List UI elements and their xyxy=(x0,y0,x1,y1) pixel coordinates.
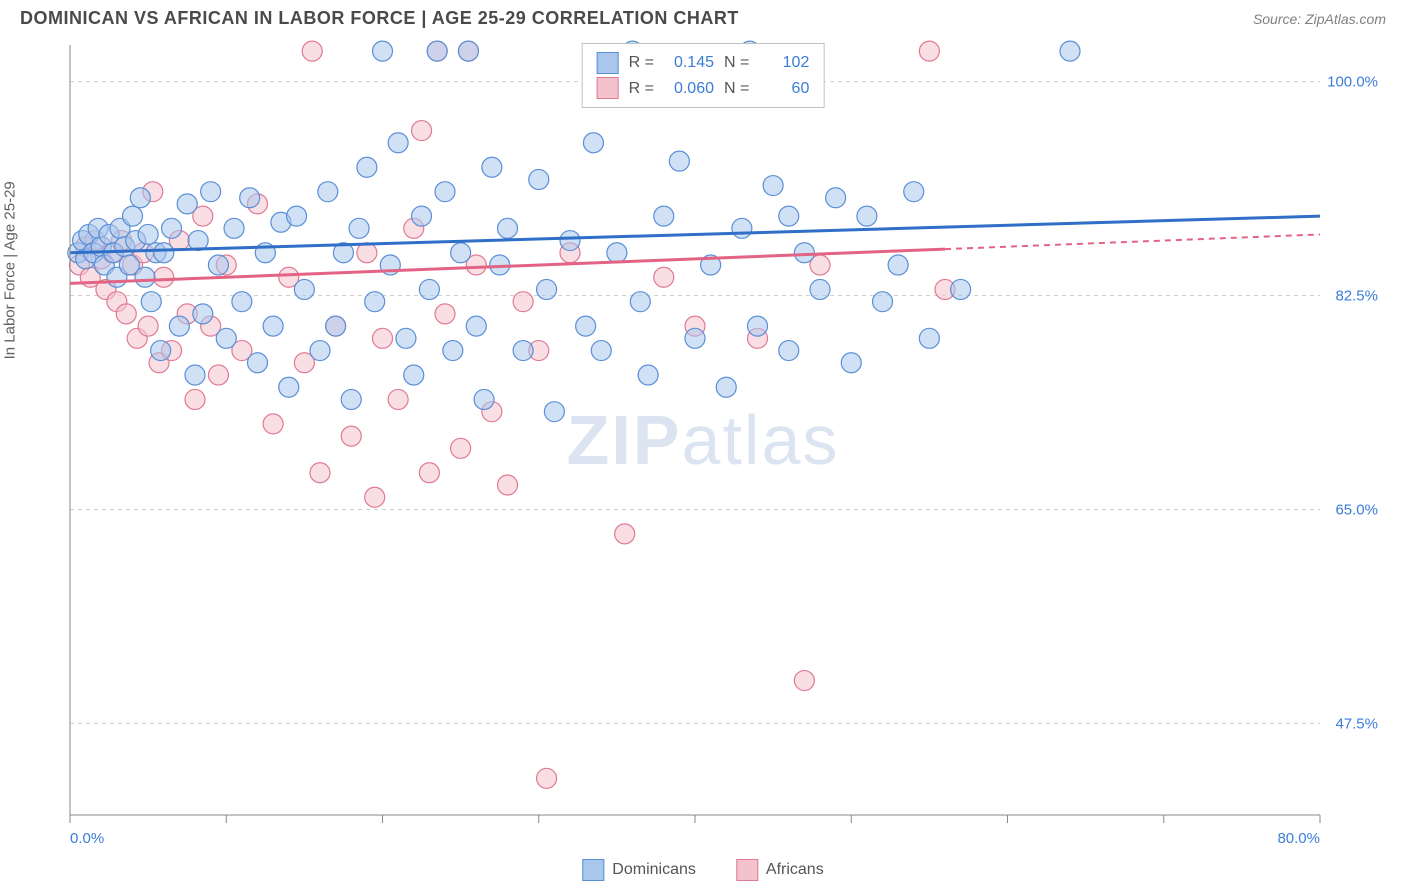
svg-text:47.5%: 47.5% xyxy=(1335,715,1378,732)
y-axis-label: In Labor Force | Age 25-29 xyxy=(2,181,19,359)
svg-text:65.0%: 65.0% xyxy=(1335,501,1378,518)
chart-container: In Labor Force | Age 25-29 47.5%65.0%82.… xyxy=(20,35,1386,845)
swatch-dominicans xyxy=(597,52,619,74)
legend-item-dominicans: Dominicans xyxy=(582,859,696,881)
legend-label-africans: Africans xyxy=(766,861,824,879)
legend-label-dominicans: Dominicans xyxy=(612,861,696,879)
svg-text:100.0%: 100.0% xyxy=(1327,74,1378,91)
stats-row-dominicans: R = 0.145 N = 102 xyxy=(597,50,810,76)
svg-text:0.0%: 0.0% xyxy=(70,830,104,845)
svg-text:80.0%: 80.0% xyxy=(1277,830,1320,845)
stats-legend: R = 0.145 N = 102 R = 0.060 N = 60 xyxy=(582,43,825,108)
swatch-africans xyxy=(597,77,619,99)
series-legend: Dominicans Africans xyxy=(582,859,823,881)
legend-item-africans: Africans xyxy=(736,859,824,881)
chart-title: DOMINICAN VS AFRICAN IN LABOR FORCE | AG… xyxy=(20,8,739,29)
legend-swatch-africans xyxy=(736,859,758,881)
svg-text:82.5%: 82.5% xyxy=(1335,288,1378,305)
scatter-chart: 47.5% 65.0% 82.5% 100.0% 0.0% 80.0% xyxy=(20,35,1386,845)
legend-swatch-dominicans xyxy=(582,859,604,881)
source-label: Source: ZipAtlas.com xyxy=(1253,11,1386,27)
stats-row-africans: R = 0.060 N = 60 xyxy=(597,76,810,102)
